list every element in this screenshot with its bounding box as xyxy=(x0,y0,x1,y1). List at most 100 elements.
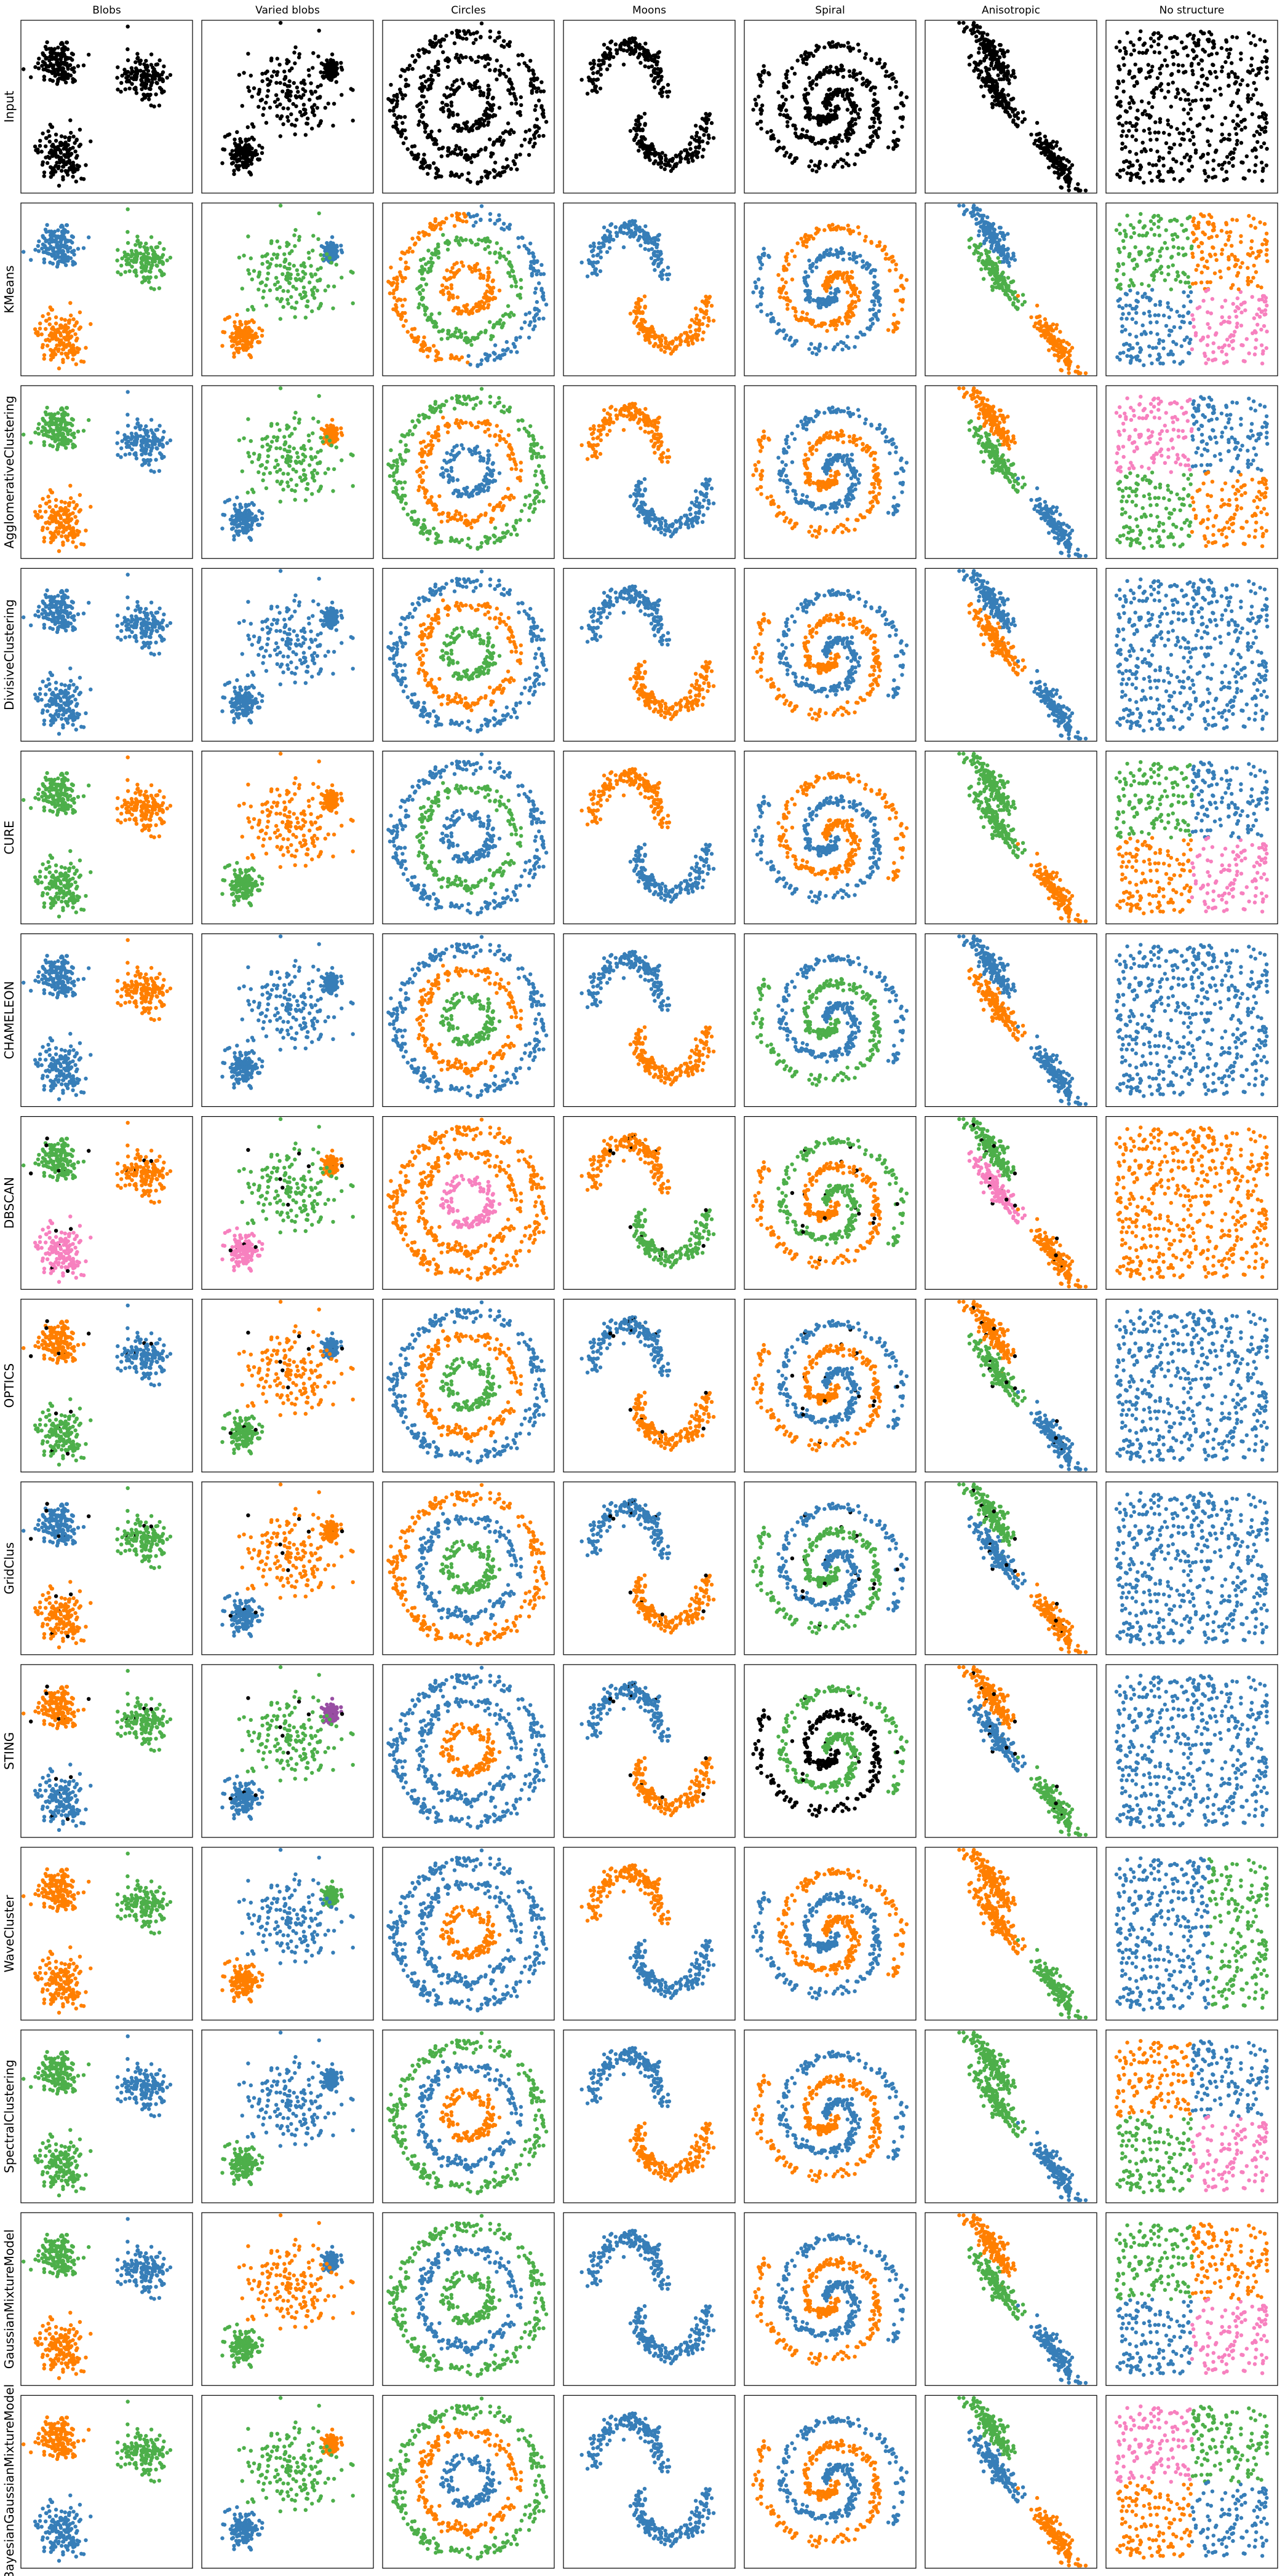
scatter-point xyxy=(1142,129,1146,132)
scatter-point xyxy=(290,66,293,70)
scatter-point xyxy=(311,248,314,252)
scatter-point xyxy=(161,78,165,82)
scatter-point xyxy=(688,330,692,333)
scatter-point xyxy=(454,239,458,242)
scatter-point xyxy=(712,319,715,322)
scatter-point xyxy=(61,175,65,179)
scatter-point xyxy=(1209,52,1213,56)
scatter-point xyxy=(1139,30,1142,33)
scatter-point xyxy=(1212,46,1215,49)
scatter-point xyxy=(149,235,153,239)
scatter-point xyxy=(423,130,427,133)
scatter-point xyxy=(1188,32,1192,36)
scatter-point xyxy=(125,47,129,51)
scatter-point xyxy=(1121,168,1125,172)
scatter-point xyxy=(845,93,849,97)
scatter-point xyxy=(464,148,467,152)
scatter-point xyxy=(479,218,482,222)
scatter-point xyxy=(654,335,658,338)
scatter-point xyxy=(260,255,264,258)
scatter-point xyxy=(499,226,503,230)
scatter-point xyxy=(66,352,70,355)
scatter-point xyxy=(71,317,75,321)
scatter-point xyxy=(311,292,315,296)
scatter-point xyxy=(1222,137,1226,141)
scatter-point xyxy=(615,231,618,234)
scatter-point xyxy=(535,272,538,276)
scatter-point xyxy=(527,153,531,157)
scatter-point xyxy=(331,256,335,260)
scatter-point xyxy=(421,344,425,348)
scatter-point xyxy=(488,271,491,274)
scatter-point xyxy=(1175,36,1179,40)
scatter-point xyxy=(76,247,80,250)
scatter-point xyxy=(330,261,333,264)
scatter-point xyxy=(330,52,334,56)
scatter-point xyxy=(434,65,437,68)
scatter-point xyxy=(286,91,290,95)
scatter-point xyxy=(1238,82,1242,86)
scatter-point xyxy=(603,51,607,55)
scatter-point xyxy=(453,306,457,310)
scatter-point xyxy=(710,304,714,307)
scatter-point xyxy=(404,136,408,140)
scatter-point xyxy=(1120,134,1123,138)
scatter-point xyxy=(462,29,466,33)
scatter-point xyxy=(42,353,46,357)
scatter-point xyxy=(481,123,485,127)
scatter-point xyxy=(537,317,541,320)
scatter-point xyxy=(794,127,797,130)
scatter-point xyxy=(1150,179,1153,183)
scatter-point xyxy=(1148,171,1152,175)
scatter-point xyxy=(59,333,63,337)
scatter-point xyxy=(1176,91,1180,95)
scatter-point xyxy=(475,153,479,157)
scatter-point xyxy=(395,278,399,282)
scatter-point xyxy=(781,146,785,150)
scatter-point xyxy=(1246,100,1250,103)
scatter-point xyxy=(1201,116,1205,120)
scatter-point xyxy=(429,86,432,90)
scatter-point xyxy=(818,116,821,120)
scatter-point xyxy=(133,243,137,247)
scatter-point xyxy=(991,78,995,82)
scatter-point xyxy=(1182,46,1185,50)
scatter-point xyxy=(327,284,330,288)
scatter-point xyxy=(488,36,492,39)
scatter-point xyxy=(868,145,872,148)
scatter-point xyxy=(316,85,319,89)
scatter-point xyxy=(605,68,609,71)
scatter-point xyxy=(399,257,402,261)
scatter-point xyxy=(877,113,880,116)
scatter-point xyxy=(279,21,282,25)
scatter-point xyxy=(311,66,314,69)
scatter-point xyxy=(455,261,459,264)
scatter-point xyxy=(678,153,682,156)
scatter-point xyxy=(1013,108,1017,111)
scatter-point xyxy=(247,143,250,147)
scatter-point xyxy=(991,95,995,98)
scatter-point xyxy=(415,287,419,290)
scatter-point xyxy=(1211,63,1214,66)
scatter-point xyxy=(541,295,544,299)
scatter-point xyxy=(839,157,843,161)
scatter-point xyxy=(1032,141,1036,145)
scatter-point xyxy=(1173,50,1177,54)
scatter-point xyxy=(528,140,531,144)
scatter-point xyxy=(450,83,454,87)
scatter-point xyxy=(254,331,258,335)
scatter-point xyxy=(1239,57,1243,61)
scatter-point xyxy=(995,84,999,88)
scatter-point xyxy=(1144,76,1148,80)
scatter-point xyxy=(149,286,153,290)
scatter-point xyxy=(663,350,667,354)
scatter-point xyxy=(514,153,518,157)
scatter-point xyxy=(643,224,647,228)
scatter-point xyxy=(1203,169,1206,173)
scatter-point xyxy=(233,320,236,324)
scatter-point xyxy=(469,56,472,60)
scatter-point xyxy=(417,237,421,241)
scatter-point xyxy=(388,291,392,295)
scatter-point xyxy=(289,113,293,116)
scatter-point xyxy=(685,148,688,152)
